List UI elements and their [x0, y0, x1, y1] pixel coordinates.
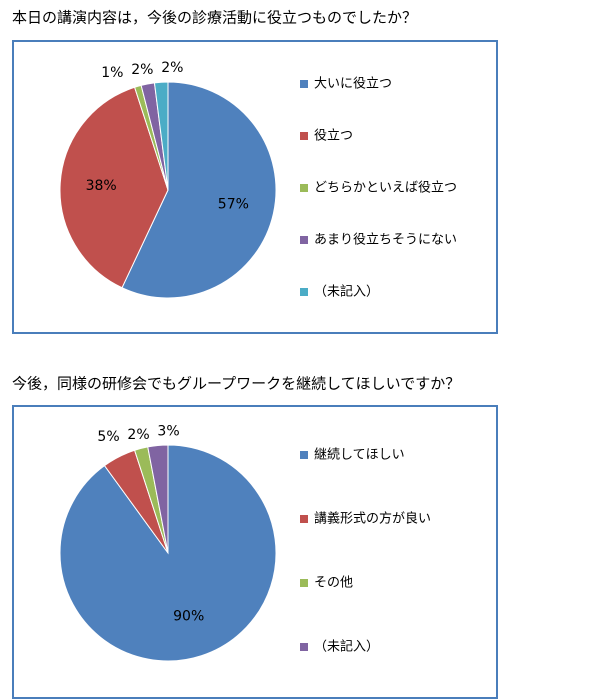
value-label: 2%: [161, 60, 183, 76]
legend-label: どちらかといえば役立つ: [314, 181, 457, 196]
legend-label: その他: [314, 576, 353, 591]
legend-swatch: [300, 236, 308, 244]
legend-label: （未記入）: [314, 284, 379, 300]
legend-label: 継続してほしい: [314, 448, 405, 463]
value-label: 90%: [173, 609, 204, 625]
legend-swatch: [300, 451, 308, 459]
value-label: 57%: [218, 197, 249, 213]
chart-title: 今後，同様の研修会でもグループワークを継続してほしいですか？: [12, 375, 460, 393]
value-label: 1%: [101, 65, 123, 81]
chart-frame: [12, 405, 498, 699]
pie-slice: [59, 86, 169, 289]
pie-slice: [147, 444, 169, 554]
legend-swatch: [300, 579, 308, 587]
legend-label: 役立つ: [314, 129, 353, 144]
value-label: 38%: [86, 178, 117, 194]
legend-swatch: [300, 80, 308, 88]
legend-label: 大いに役立つ: [314, 77, 392, 92]
value-label: 3%: [157, 424, 179, 440]
legend-label: あまり役立ちそうにない: [314, 233, 457, 248]
pie-slice: [153, 81, 169, 191]
legend-swatch: [300, 184, 308, 192]
legend-label: 講義形式の方が良い: [314, 511, 431, 527]
chart-title: 本日の講演内容は，今後の診療活動に役立つものでしたか？: [12, 9, 417, 27]
legend-swatch: [300, 132, 308, 140]
chart-frame: [12, 40, 498, 334]
legend-label: （未記入）: [314, 639, 379, 655]
value-label: 2%: [131, 62, 153, 78]
legend-swatch: [300, 288, 308, 296]
pie-slice: [59, 444, 277, 662]
pie-slice: [121, 81, 277, 299]
value-label: 5%: [97, 429, 119, 445]
value-label: 2%: [127, 427, 149, 443]
legend-swatch: [300, 643, 308, 651]
legend-swatch: [300, 515, 308, 523]
